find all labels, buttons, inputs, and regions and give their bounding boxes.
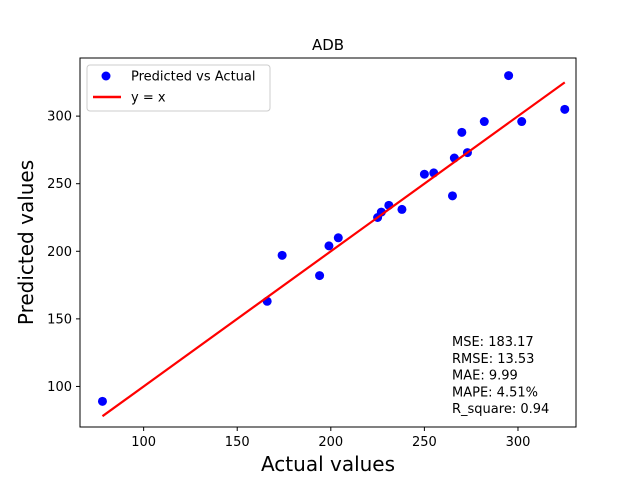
y-tick-label: 300: [47, 110, 72, 125]
axes-frame: [79, 57, 577, 428]
x-tick-label: 250: [412, 435, 437, 450]
x-tick-label: 200: [318, 435, 343, 450]
x-tick-label: 100: [131, 435, 156, 450]
x-tick-label: 150: [225, 435, 250, 450]
scatter-point: [333, 233, 343, 243]
y-tick-label: 100: [47, 380, 72, 395]
metric-r-square: R_square: 0.94: [452, 402, 549, 417]
x-tick-label: 300: [506, 435, 531, 450]
legend: Predicted vs Actual y = x: [86, 64, 271, 112]
plot-layer: [97, 71, 570, 418]
y-tick-label: 150: [47, 312, 72, 327]
y-axis-label: Predicted values: [14, 160, 38, 325]
scatter-point: [324, 241, 334, 251]
scatter-point: [560, 104, 570, 114]
y-tick-label: 250: [47, 177, 72, 192]
y-tick-label: 200: [47, 245, 72, 260]
metrics-annotation: MSE: 183.17 RMSE: 13.53 MAE: 9.99 MAPE: …: [452, 335, 549, 417]
scatter-point: [504, 71, 514, 81]
metric-rmse: RMSE: 13.53: [452, 352, 534, 367]
metric-mse: MSE: 183.17: [452, 335, 534, 350]
legend-box: [86, 64, 271, 112]
metric-mape: MAPE: 4.51%: [452, 385, 538, 400]
scatter-point: [315, 271, 325, 281]
scatter-point: [517, 117, 527, 127]
legend-label-scatter: Predicted vs Actual: [131, 70, 255, 85]
metric-mae: MAE: 9.99: [452, 369, 518, 384]
x-axis-label: Actual values: [261, 452, 395, 476]
scatter-point: [479, 117, 489, 127]
scatter-point: [97, 396, 107, 406]
legend-label-line: y = x: [131, 91, 166, 106]
scatter-point: [397, 204, 407, 214]
chart-title: ADB: [312, 36, 344, 54]
scatter-point: [419, 169, 429, 179]
scatter-point: [457, 127, 467, 137]
scatter-point: [277, 250, 287, 260]
scatter-point: [447, 191, 457, 201]
identity-line: [101, 81, 566, 418]
legend-scatter-marker: [101, 71, 111, 81]
tick-layer: 100 150 200 250 300 100 150 200 250 300: [47, 110, 530, 450]
